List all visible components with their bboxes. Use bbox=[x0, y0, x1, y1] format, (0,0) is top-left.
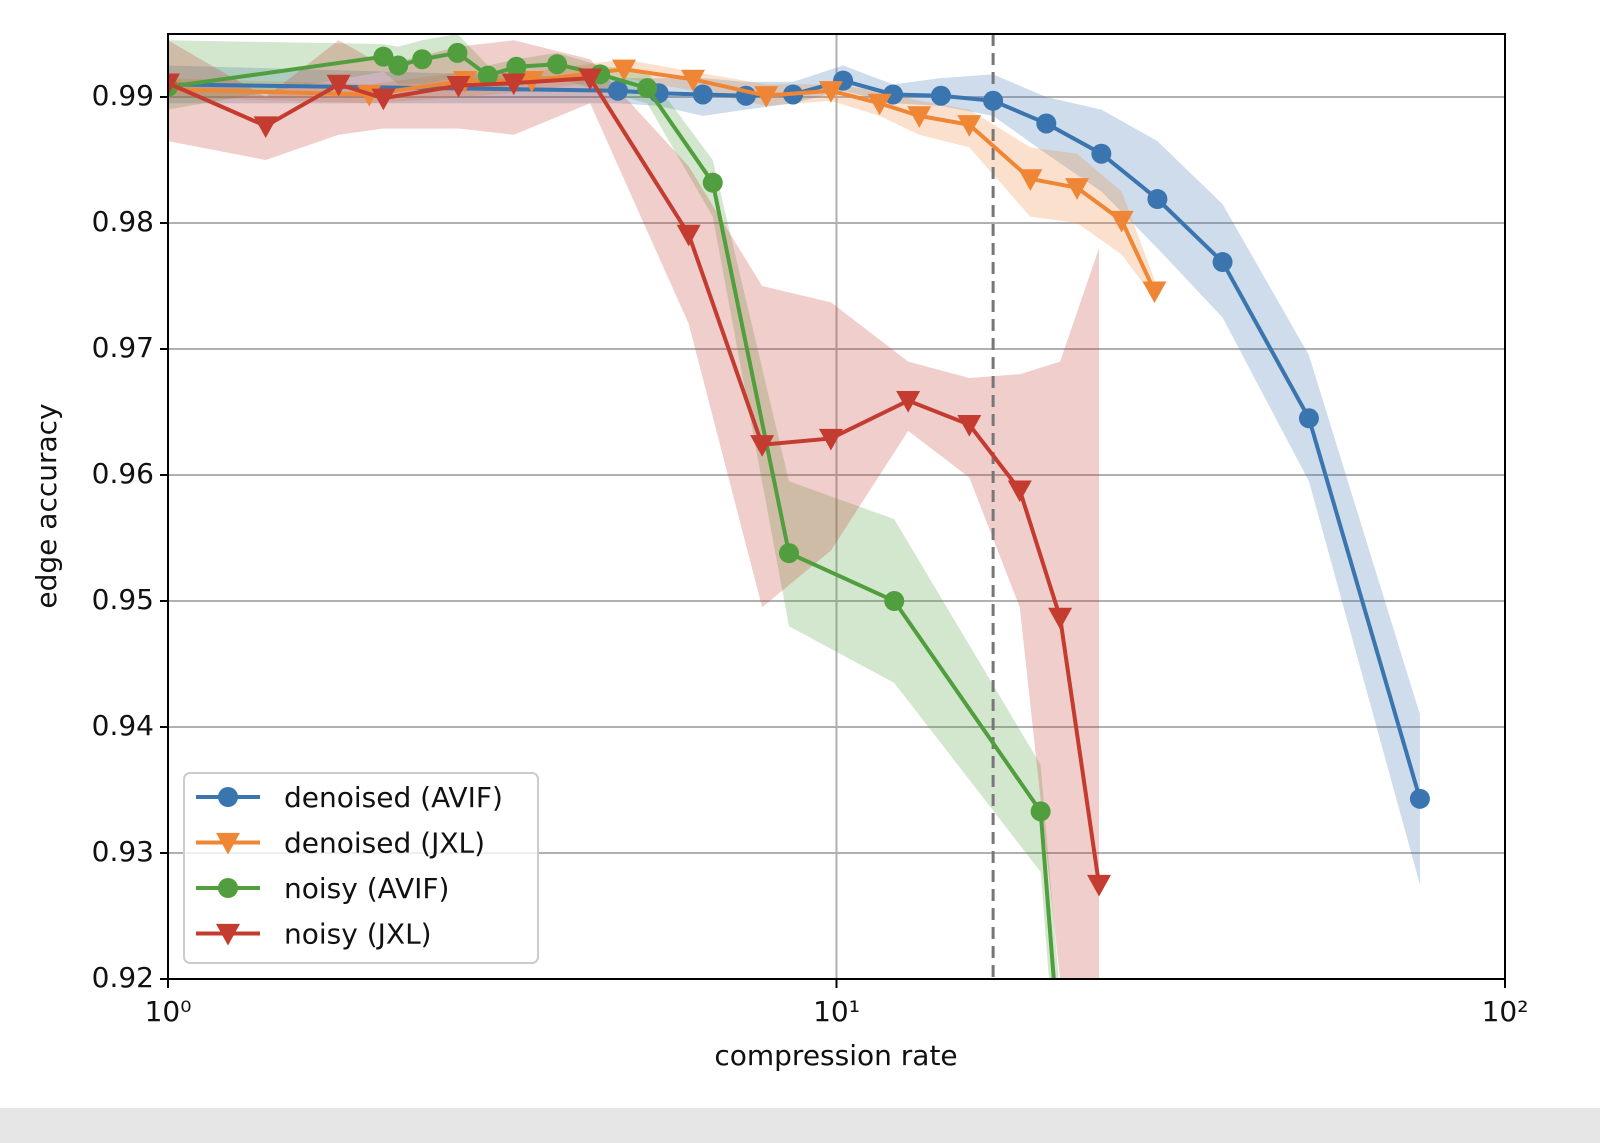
marker bbox=[680, 69, 705, 92]
marker bbox=[1409, 788, 1430, 809]
marker bbox=[371, 88, 396, 111]
marker bbox=[477, 65, 498, 86]
legend: denoised (AVIF) denoised (JXL) noisy (AVIF… bbox=[183, 772, 539, 964]
marker bbox=[750, 435, 775, 457]
marker bbox=[1087, 874, 1112, 897]
axes: 0.92 0.93 0.94 0.95 0.96 0.97 0.98 0.99 10⁰ 10¹ 10… bbox=[92, 79, 1529, 1028]
marker bbox=[607, 80, 628, 101]
marker bbox=[702, 172, 723, 193]
x-tick-label: 10² bbox=[1482, 995, 1529, 1028]
marker bbox=[1091, 143, 1112, 164]
marker bbox=[578, 68, 603, 91]
legend-label: noisy (AVIF) bbox=[284, 872, 449, 905]
y-tick-label: 0.96 bbox=[92, 457, 154, 490]
marker bbox=[168, 73, 180, 96]
marker bbox=[1030, 801, 1051, 822]
marker bbox=[412, 49, 433, 70]
marker bbox=[957, 115, 982, 137]
marker bbox=[818, 428, 843, 451]
legend-label: noisy (JXL) bbox=[284, 918, 432, 951]
marker bbox=[754, 86, 779, 108]
marker bbox=[326, 74, 351, 97]
y-tick-label: 0.97 bbox=[92, 331, 154, 364]
x-tick-label: 10¹ bbox=[813, 995, 860, 1028]
marker bbox=[778, 543, 799, 564]
bands bbox=[168, 34, 1420, 979]
marker bbox=[1018, 169, 1043, 191]
marker bbox=[1048, 607, 1073, 630]
marker bbox=[506, 56, 527, 77]
marker bbox=[373, 46, 394, 67]
marker bbox=[547, 54, 568, 75]
marker bbox=[388, 55, 409, 76]
marker bbox=[867, 93, 892, 116]
marker bbox=[1212, 252, 1233, 273]
x-tick-label: 10⁰ bbox=[145, 995, 192, 1028]
marker bbox=[216, 923, 240, 946]
y-tick-label: 0.92 bbox=[92, 961, 154, 994]
lines bbox=[168, 34, 1430, 1052]
y-tick-label: 0.94 bbox=[92, 709, 154, 742]
marker bbox=[1007, 480, 1032, 503]
marker bbox=[612, 59, 637, 82]
confidence-band bbox=[168, 59, 1155, 299]
marker bbox=[253, 116, 278, 138]
marker bbox=[501, 73, 526, 96]
y-axis-label: edge accuracy bbox=[30, 403, 63, 608]
marker bbox=[218, 878, 238, 898]
marker bbox=[818, 81, 843, 103]
marker bbox=[983, 90, 1004, 111]
marker bbox=[692, 84, 713, 105]
legend-label: denoised (JXL) bbox=[284, 827, 485, 860]
legend-box bbox=[183, 772, 539, 964]
footer-strip bbox=[0, 1108, 1600, 1143]
legend-label: denoised (AVIF) bbox=[284, 781, 503, 814]
marker bbox=[1147, 189, 1168, 210]
marker bbox=[218, 787, 238, 807]
y-tick-label: 0.98 bbox=[92, 205, 154, 238]
marker bbox=[930, 85, 951, 106]
marker bbox=[447, 42, 468, 63]
marker bbox=[637, 78, 658, 99]
series-line bbox=[168, 78, 1422, 800]
marker bbox=[1065, 178, 1090, 200]
marker bbox=[957, 415, 982, 437]
marker bbox=[1036, 113, 1057, 134]
y-tick-label: 0.93 bbox=[92, 835, 154, 868]
confidence-band bbox=[168, 40, 1100, 979]
y-tick-label: 0.99 bbox=[92, 79, 154, 112]
marker bbox=[676, 224, 701, 247]
marker bbox=[1298, 408, 1319, 429]
marker bbox=[446, 76, 471, 98]
marker bbox=[907, 106, 932, 128]
marker bbox=[1142, 281, 1167, 304]
marker bbox=[216, 832, 240, 855]
x-axis-label: compression rate bbox=[714, 1039, 957, 1072]
marker bbox=[1109, 210, 1134, 233]
marker bbox=[884, 591, 905, 611]
marker bbox=[1049, 1032, 1069, 1052]
y-tick-label: 0.95 bbox=[92, 583, 154, 616]
marker bbox=[896, 391, 921, 413]
